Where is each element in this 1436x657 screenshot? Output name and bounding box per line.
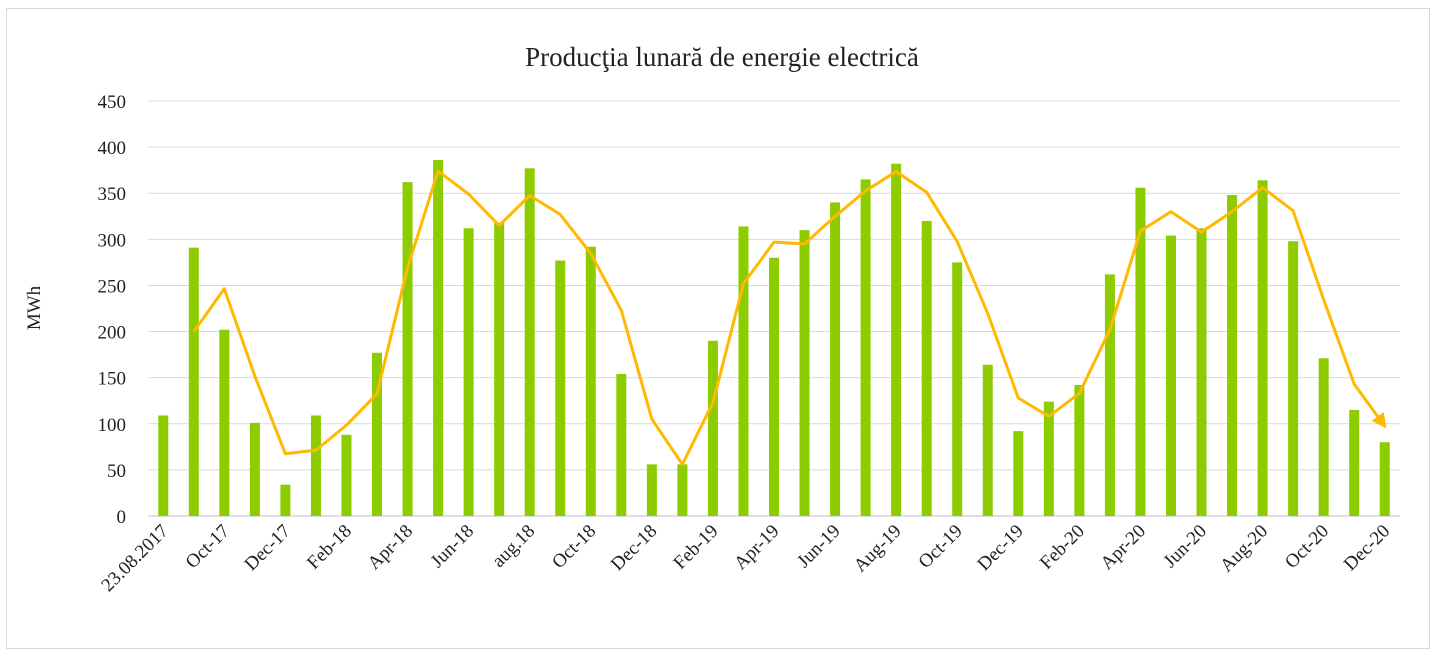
y-axis-label: MWh: [24, 285, 45, 330]
y-tick-label: 350: [98, 184, 127, 205]
y-tick-label: 250: [98, 276, 127, 297]
bar: [402, 182, 413, 516]
line: [192, 169, 1387, 466]
chart-title: Producţia lunară de energie electrică: [525, 42, 919, 72]
bar: [1318, 358, 1329, 516]
bar: [310, 415, 321, 516]
bar: [188, 247, 199, 516]
y-tick-label: 50: [107, 461, 126, 482]
y-tick-label: 450: [98, 92, 127, 113]
bar: [1165, 235, 1176, 516]
bar: [707, 340, 718, 516]
bar: [952, 262, 963, 516]
y-tick-label: 200: [98, 323, 127, 344]
bar: [249, 422, 260, 516]
bar: [1257, 180, 1268, 517]
bar: [1288, 241, 1299, 516]
y-tick-label: 0: [117, 507, 127, 528]
chart-frame: [6, 8, 1430, 649]
bar: [494, 222, 505, 516]
bar: [921, 220, 932, 516]
bar: [585, 246, 596, 516]
bar: [433, 160, 444, 516]
bar: [280, 484, 291, 516]
bar: [341, 434, 352, 516]
bar: [646, 464, 657, 516]
bar: [158, 415, 169, 516]
bar: [1104, 274, 1115, 516]
bar: [1196, 228, 1207, 516]
bar: [1379, 442, 1390, 516]
bar: [1135, 187, 1146, 516]
y-tick-label: 100: [98, 415, 127, 436]
bar: [1349, 409, 1360, 516]
bar: [555, 260, 566, 516]
bar: [463, 228, 474, 516]
bar: [372, 352, 383, 516]
bar: [830, 202, 841, 516]
y-tick-label: 300: [98, 230, 127, 251]
bar: [860, 179, 871, 516]
bar: [677, 464, 688, 516]
y-tick-label: 150: [98, 369, 127, 390]
bar: [799, 230, 810, 516]
bar: [1013, 431, 1024, 516]
bar: [616, 373, 627, 516]
bar: [219, 329, 230, 516]
bar: [891, 163, 902, 516]
bar: [1227, 195, 1238, 517]
bar: [769, 257, 779, 516]
bar: [738, 226, 749, 516]
y-tick-label: 400: [98, 138, 127, 159]
bar: [982, 364, 993, 516]
bar: [1043, 401, 1054, 516]
bar: [1074, 385, 1085, 516]
bar: [524, 168, 535, 517]
